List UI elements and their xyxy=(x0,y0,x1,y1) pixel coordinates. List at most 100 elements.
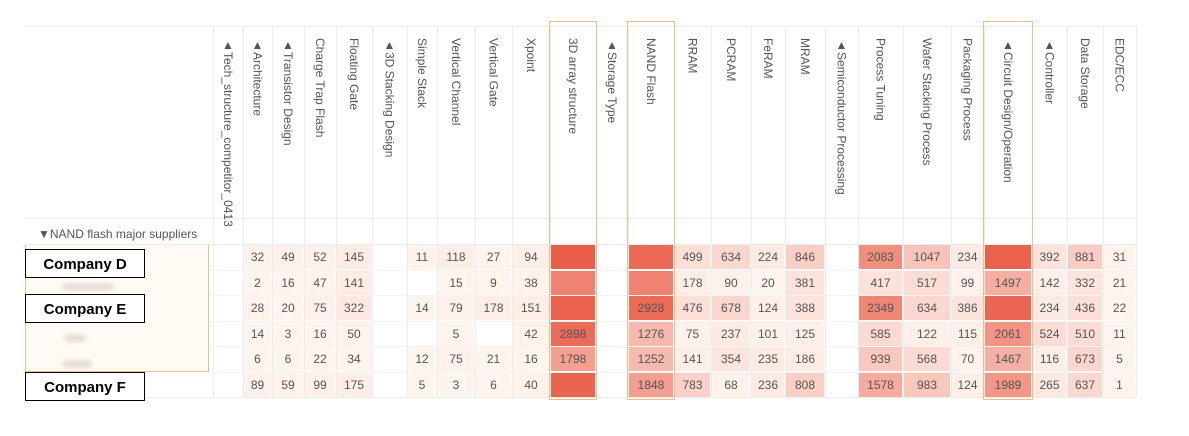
heatmap-cell: 79 xyxy=(438,296,474,320)
highlighted-column-frame xyxy=(549,21,597,400)
heatmap-cell: 90 xyxy=(712,270,750,295)
column-header: ▲Semiconductor Processing xyxy=(834,38,849,195)
grid-vline xyxy=(372,26,373,397)
heatmap-cell: 1848 xyxy=(629,372,673,397)
heatmap-cell: 436 xyxy=(1068,296,1102,320)
heatmap-cell: 524 xyxy=(1033,321,1066,346)
column-header: Process Tuning xyxy=(873,38,888,121)
heatmap-cell xyxy=(826,373,857,397)
heatmap-cell: 6 xyxy=(476,372,511,397)
grid-vline xyxy=(272,26,273,397)
heatmap-cell: 983 xyxy=(904,372,950,397)
heatmap-cell: 6 xyxy=(273,347,303,371)
grid-hline xyxy=(209,346,1136,347)
heatmap-cell xyxy=(373,245,406,269)
heatmap-cell xyxy=(597,271,627,295)
heatmap-cell: 12 xyxy=(408,347,436,371)
heatmap-cell: 1252 xyxy=(629,347,673,371)
heatmap-cell: 34 xyxy=(337,347,371,371)
grid-vline xyxy=(1136,26,1137,397)
heatmap-cell: 141 xyxy=(337,270,371,295)
column-header: Charge Trap Flash xyxy=(313,38,327,138)
heatmap-cell xyxy=(373,373,406,397)
heatmap-cell: 265 xyxy=(1033,372,1066,397)
grid-vline xyxy=(628,26,629,397)
grid-hline xyxy=(209,320,1136,322)
heatmap-cell: 68 xyxy=(712,372,750,397)
column-header: RRAM xyxy=(685,38,700,74)
heatmap-cell: 1798 xyxy=(551,347,595,371)
heatmap-cell: 388 xyxy=(786,296,824,320)
column-header: 3D array structure xyxy=(566,38,580,135)
heatmap-cell xyxy=(826,347,857,371)
heatmap-cell xyxy=(373,347,406,371)
heatmap-cell: 175 xyxy=(337,372,371,397)
heatmap-cell: 386 xyxy=(952,296,983,320)
heatmap-cell xyxy=(214,271,242,295)
heatmap-cell: 99 xyxy=(305,372,335,397)
grid-vline xyxy=(751,26,752,397)
heatmap-cell: 1497 xyxy=(985,270,1031,295)
heatmap-cell: 2083 xyxy=(859,245,902,269)
heatmap-cell: 1467 xyxy=(985,347,1031,371)
grid-vline xyxy=(858,26,859,397)
heatmap-cell: 70 xyxy=(952,347,983,371)
heatmap-cell xyxy=(597,373,627,397)
grid-vline xyxy=(213,26,214,397)
heatmap-cell xyxy=(629,245,673,269)
grid-vline xyxy=(785,26,786,397)
grid-hline xyxy=(209,371,1136,373)
company-f-label: Company F xyxy=(25,372,145,401)
heatmap-cell: 101 xyxy=(752,321,784,346)
heatmap-cell: 151 xyxy=(513,296,549,320)
heatmap-cell: 16 xyxy=(513,347,549,371)
grid-vline xyxy=(243,26,244,397)
heatmap-cell xyxy=(408,322,436,346)
heatmap-cell: 116 xyxy=(1033,347,1066,371)
heatmap-cell xyxy=(373,271,406,295)
grid-hline xyxy=(25,397,1136,398)
heatmap-cell: 6 xyxy=(244,347,271,371)
heatmap-cell: 28 xyxy=(244,296,271,320)
heatmap-cell: 47 xyxy=(305,270,335,295)
heatmap-cell: 237 xyxy=(712,321,750,346)
highlighted-column-frame xyxy=(983,21,1033,400)
heatmap-cell: 2349 xyxy=(859,296,902,320)
heatmap-cell xyxy=(214,322,242,346)
heatmap-cell: 75 xyxy=(675,321,710,346)
heatmap-cell: 1 xyxy=(1104,372,1135,397)
column-header: Xpoint xyxy=(524,38,538,73)
heatmap-cell xyxy=(985,245,1031,269)
heatmap-cell: 11 xyxy=(408,245,436,269)
heatmap-cell: 122 xyxy=(904,321,950,346)
heatmap-cell: 322 xyxy=(337,296,371,320)
heatmap-cell: 16 xyxy=(305,321,335,346)
heatmap-cell xyxy=(214,373,242,397)
heatmap-cell: 31 xyxy=(1104,245,1135,269)
heatmap-cell: 75 xyxy=(438,347,474,371)
grid-vline xyxy=(951,26,952,397)
column-header: Data Storage xyxy=(1078,38,1092,109)
column-header: Vertical Channel xyxy=(449,38,463,126)
heatmap-cell: 22 xyxy=(305,347,335,371)
heatmap-cell: 381 xyxy=(786,270,824,295)
heatmap-cell: 22 xyxy=(1104,296,1135,320)
heatmap-cell: 846 xyxy=(786,245,824,269)
column-header: MRAM xyxy=(798,38,812,75)
heatmap-cell: 16 xyxy=(273,270,303,295)
heatmap-cell: 178 xyxy=(476,296,511,320)
heatmap-cell: 5 xyxy=(408,372,436,397)
group-label: ▼NAND flash major suppliers xyxy=(38,227,198,241)
heatmap-cell xyxy=(826,322,857,346)
heatmap-cell xyxy=(551,372,595,397)
column-header: ▲Controller xyxy=(1042,38,1057,105)
heatmap-cell: 9 xyxy=(476,270,511,295)
column-header: Floating Gate xyxy=(347,38,361,111)
redacted-row-label xyxy=(62,360,92,368)
heatmap-cell: 476 xyxy=(675,296,710,320)
heatmap-cell: 124 xyxy=(952,372,983,397)
heatmap-cell: 52 xyxy=(305,245,335,269)
heatmap-cell: 392 xyxy=(1033,245,1066,269)
heatmap-cell xyxy=(826,245,857,269)
heatmap-cell: 234 xyxy=(1033,296,1066,320)
